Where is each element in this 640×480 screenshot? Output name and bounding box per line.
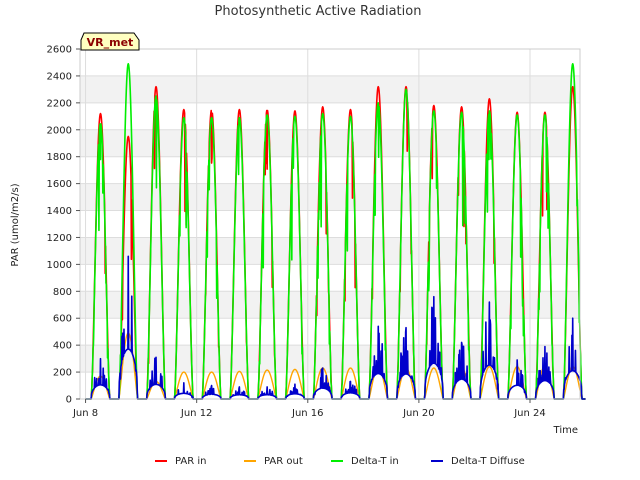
y-tick-label: 600 [53, 314, 72, 325]
y-tick-label: 800 [53, 287, 72, 298]
plot-frame [79, 48, 581, 400]
y-tick-label: 2600 [47, 45, 72, 56]
legend-label: PAR in [175, 456, 206, 467]
y-tick-label: 1800 [47, 152, 72, 163]
chart-title: Photosynthetic Active Radiation [215, 4, 422, 19]
legend-label: Delta-T Diffuse [451, 456, 525, 467]
x-tick-label: Jun 12 [180, 408, 213, 419]
legend-label: Delta-T in [351, 456, 399, 467]
y-tick-label: 1000 [47, 260, 72, 271]
plot-band [80, 102, 580, 130]
y-tick-label: 0 [66, 395, 72, 406]
plot-band [80, 237, 580, 265]
plot-band [80, 156, 580, 184]
station-badge-label: VR_met [87, 36, 134, 49]
y-tick-label: 2400 [47, 71, 72, 82]
y-tick-label: 1400 [47, 206, 72, 217]
x-axis-label: Time [553, 425, 578, 436]
y-tick-label: 2200 [47, 98, 72, 109]
x-tick-label: Jun 16 [291, 408, 324, 419]
y-tick-label: 1600 [47, 179, 72, 190]
x-axis: Jun 8 Jun 12 Jun 16 Jun 20 Jun 24 [72, 399, 546, 419]
plot-band [80, 75, 580, 103]
y-axis: 0 200 400 600 800 1000 1200 1400 1600 1800 2000 220… [47, 45, 80, 406]
plot-band [80, 183, 580, 211]
y-tick-label: 1200 [47, 233, 72, 244]
x-tick-label: Jun 20 [402, 408, 435, 419]
plot-band [80, 49, 580, 76]
legend-label: PAR out [264, 456, 303, 467]
y-axis-label: PAR (umol/m2/s) [10, 183, 21, 266]
plot-band [80, 210, 580, 238]
y-tick-label: 2000 [47, 125, 72, 136]
x-tick-label: Jun 8 [72, 408, 98, 419]
y-tick-label: 400 [53, 341, 72, 352]
plot-band [80, 264, 580, 292]
station-badge: VR_met [80, 32, 140, 51]
x-tick-label: Jun 24 [513, 408, 546, 419]
plot-band [80, 129, 580, 157]
y-tick-label: 200 [53, 368, 72, 379]
legend: PAR in PAR out Delta-T in Delta-T Diffuse [155, 456, 525, 467]
